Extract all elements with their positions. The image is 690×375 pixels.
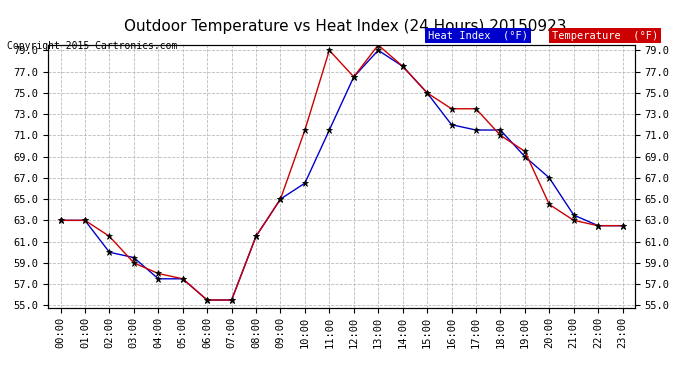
Text: Copyright 2015 Cartronics.com: Copyright 2015 Cartronics.com — [7, 41, 177, 51]
Text: Outdoor Temperature vs Heat Index (24 Hours) 20150923: Outdoor Temperature vs Heat Index (24 Ho… — [124, 19, 566, 34]
Text: Heat Index  (°F): Heat Index (°F) — [428, 31, 528, 40]
Text: Temperature  (°F): Temperature (°F) — [552, 31, 658, 40]
